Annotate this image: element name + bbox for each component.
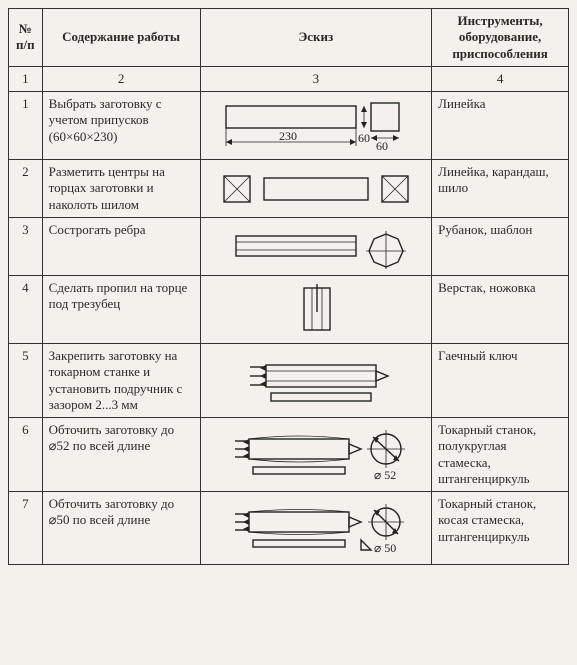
row-num: 1 (9, 92, 43, 160)
subheader-1: 1 (9, 66, 43, 91)
row-desc: Обточить заготовку до ⌀50 по всей длине (42, 492, 200, 565)
table-row: 2 Разметить центры на торцах заготовки и… (9, 160, 569, 218)
table-row: 6 Обточить заготовку до ⌀52 по всей длин… (9, 418, 569, 492)
dia-52: ⌀ 52 (374, 468, 396, 482)
row-num: 4 (9, 276, 43, 344)
sketch-blank: 230 60 60 (200, 92, 432, 160)
row-desc: Сделать пропил на торце под трезубец (42, 276, 200, 344)
header-tools: Инструменты, оборудование, приспособлени… (432, 9, 569, 67)
table-row: 4 Сделать пропил на торце под трезубец В… (9, 276, 569, 344)
dia-50: ⌀ 50 (374, 541, 396, 555)
subheader-3: 3 (200, 66, 432, 91)
subheader-row: 1 2 3 4 (9, 66, 569, 91)
dim-60h: 60 (358, 131, 370, 145)
row-tools: Токарный станок, косая стамеска, штанген… (432, 492, 569, 565)
sketch-6-svg: ⌀ 52 (211, 425, 421, 485)
row-desc: Обточить заготовку до ⌀52 по всей длине (42, 418, 200, 492)
sketch-2-svg (216, 166, 416, 211)
row-num: 6 (9, 418, 43, 492)
table-row: 7 Обточить заготовку до ⌀50 по всей длин… (9, 492, 569, 565)
table-row: 1 Выбрать заготовку с учетом припусков (… (9, 92, 569, 160)
sketch-sawcut (200, 276, 432, 344)
subheader-2: 2 (42, 66, 200, 91)
sketch-centers (200, 160, 432, 218)
sketch-plane (200, 218, 432, 276)
sketch-5-svg (216, 353, 416, 408)
row-tools: Гаечный ключ (432, 344, 569, 418)
sketch-1-svg: 230 60 60 (216, 98, 416, 153)
sketch-turn52: ⌀ 52 (200, 418, 432, 492)
row-num: 7 (9, 492, 43, 565)
row-tools: Верстак, ножовка (432, 276, 569, 344)
sketch-3-svg (216, 224, 416, 269)
row-tools: Линейка (432, 92, 569, 160)
sketch-turn50: ⌀ 50 (200, 492, 432, 565)
dim-60e: 60 (376, 139, 388, 153)
sketch-7-svg: ⌀ 50 (211, 498, 421, 558)
sketch-4-svg (216, 282, 416, 337)
row-tools: Линейка, карандаш, шило (432, 160, 569, 218)
row-tools: Токарный станок, полукруглая стамеска, ш… (432, 418, 569, 492)
row-desc: Выбрать заготовку с учетом припусков (60… (42, 92, 200, 160)
header-desc: Содержание работы (42, 9, 200, 67)
row-desc: Закрепить заготовку на токарном станке и… (42, 344, 200, 418)
row-desc: Сострогать ребра (42, 218, 200, 276)
row-desc: Разметить центры на торцах заготовки и н… (42, 160, 200, 218)
row-num: 5 (9, 344, 43, 418)
table-row: 5 Закрепить заготовку на токарном станке… (9, 344, 569, 418)
row-num: 3 (9, 218, 43, 276)
sketch-lathe (200, 344, 432, 418)
row-tools: Рубанок, шаблон (432, 218, 569, 276)
row-num: 2 (9, 160, 43, 218)
dim-230: 230 (279, 129, 297, 143)
subheader-4: 4 (432, 66, 569, 91)
process-table: № п/п Содержание работы Эскиз Инструмент… (8, 8, 569, 565)
table-row: 3 Сострогать ребра Рубанок, шаблон (9, 218, 569, 276)
header-row: № п/п Содержание работы Эскиз Инструмент… (9, 9, 569, 67)
header-sketch: Эскиз (200, 9, 432, 67)
header-num: № п/п (9, 9, 43, 67)
